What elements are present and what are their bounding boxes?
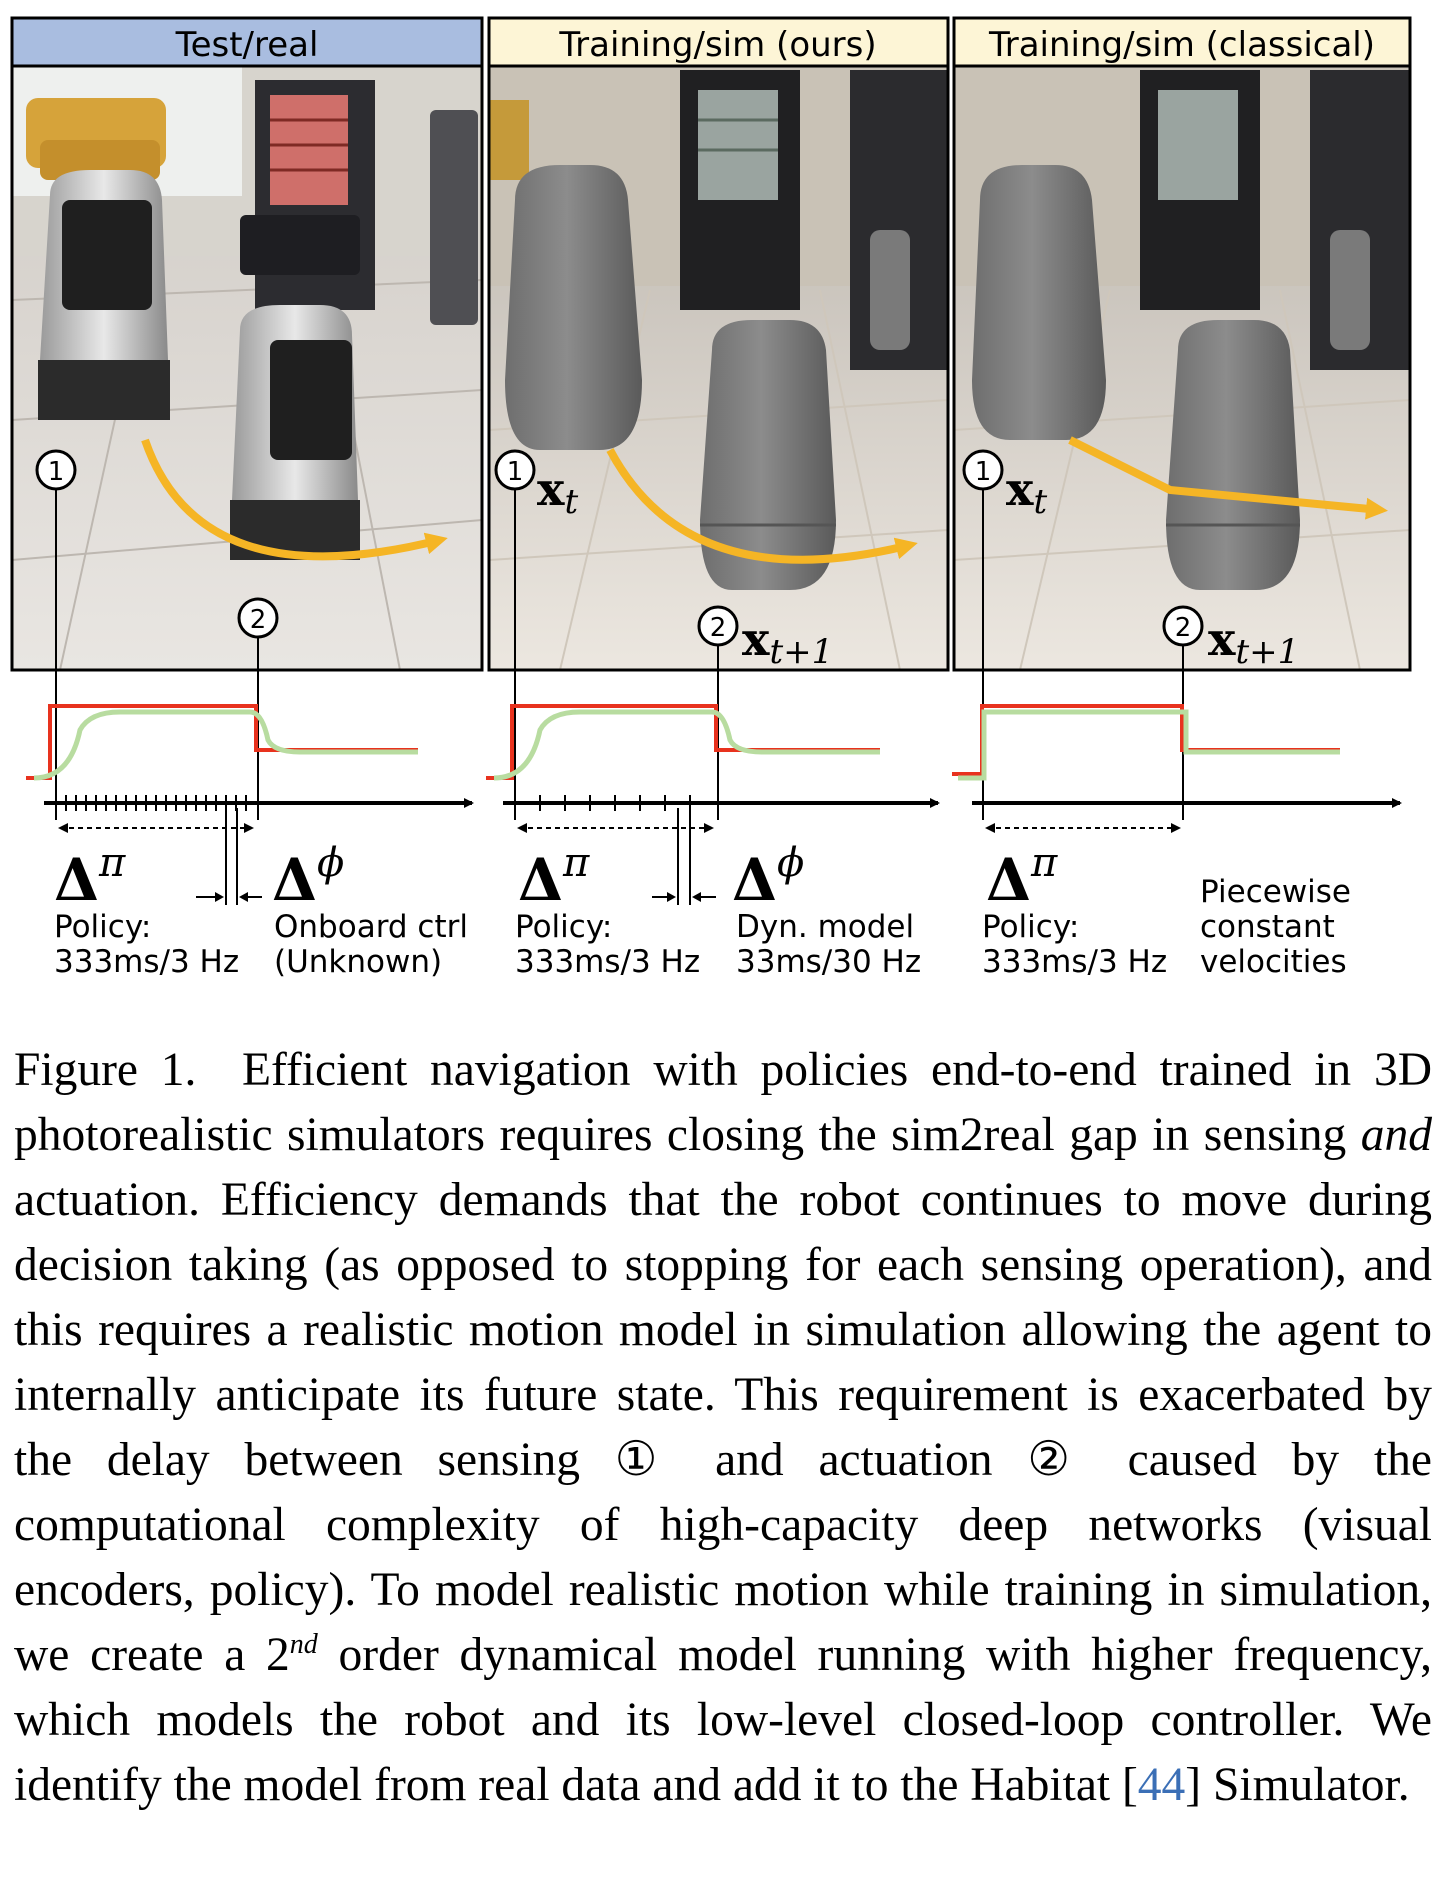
actuation-marker-real-label: 2 (250, 605, 267, 635)
caption-text-4: ] Simulator. (1185, 1759, 1410, 1811)
sensing-marker-real-label: 1 (48, 457, 65, 487)
real-policy-label: Policy: (54, 909, 151, 945)
state-xt1-ours: xt+1 (742, 612, 833, 672)
delta-phi-ours: Δϕ (732, 840, 804, 914)
citation-link[interactable]: 44 (1137, 1759, 1186, 1811)
sensing-marker-ours-label: 1 (507, 457, 524, 487)
ours-dyn-label: Dyn. model (736, 909, 914, 945)
trajectory-arrow-ours (606, 448, 918, 564)
delta-pi-real: Δπ (54, 840, 126, 914)
actuation-marker-ours-label: 2 (710, 613, 727, 643)
caption-text-1: Efficient navigation with policies end-t… (14, 1044, 1433, 1161)
delta-pi-ours: Δπ (518, 840, 590, 914)
panel-classical-render (952, 64, 1412, 672)
caption-text-3: order dynamical model running with highe… (14, 1629, 1432, 1811)
state-xt-classical: xt (1006, 462, 1047, 522)
figure-caption: Figure 1. Efficient navigation with poli… (14, 1038, 1432, 1818)
figure-1: Test/real (10, 16, 1412, 980)
panel-real: Test/real (10, 16, 484, 672)
panel-real-title: Test/real (175, 25, 319, 65)
real-ctrl-rate: (Unknown) (274, 944, 442, 980)
panel-ours: Training/sim (ours) (487, 16, 950, 672)
real-ctrl-label: Onboard ctrl (274, 909, 468, 945)
signal-plot-real (26, 704, 418, 781)
caption-superscript: nd (289, 1629, 318, 1661)
sensing-marker-classical-label: 1 (975, 457, 992, 487)
panel-ours-render (487, 64, 950, 672)
trajectory-arrow-real (141, 438, 448, 561)
real-policy-rate: 333ms/3 Hz (54, 944, 239, 980)
delta-pi-classical: Δπ (986, 840, 1058, 914)
trajectory-arrow-classical (1068, 436, 1388, 520)
panel-classical-header (952, 16, 1412, 68)
ours-policy-label: Policy: (515, 909, 612, 945)
panel-real-photo (10, 64, 484, 672)
caption-label: Figure 1. (14, 1044, 197, 1096)
classical-pw-line2: constant (1200, 909, 1335, 945)
signal-plot-classical (952, 704, 1340, 781)
state-xt-ours: xt (537, 462, 578, 522)
panel-ours-header (487, 16, 950, 68)
panel-classical: Training/sim (classical) (952, 16, 1412, 672)
classical-policy-label: Policy: (982, 909, 1079, 945)
state-xt1-classical: xt+1 (1208, 612, 1299, 672)
ours-policy-rate: 333ms/3 Hz (515, 944, 700, 980)
panel-classical-title: Training/sim (classical) (988, 25, 1375, 65)
delta-phi-real: Δϕ (272, 840, 344, 914)
caption-emphasis: and (1360, 1109, 1432, 1161)
caption-text-2: actuation. Efficiency demands that the r… (14, 1174, 1432, 1681)
panel-ours-title: Training/sim (ours) (558, 25, 876, 65)
panel-real-header (10, 16, 484, 68)
ctrl-interval-real (196, 808, 262, 905)
ours-dyn-rate: 33ms/30 Hz (736, 944, 921, 980)
classical-pw-line1: Piecewise (1200, 874, 1351, 910)
signal-plot-ours (486, 704, 880, 781)
classical-pw-line3: velocities (1200, 944, 1347, 980)
dyn-interval-ours (652, 808, 716, 905)
classical-policy-rate: 333ms/3 Hz (982, 944, 1167, 980)
actuation-marker-classical-label: 2 (1175, 613, 1192, 643)
